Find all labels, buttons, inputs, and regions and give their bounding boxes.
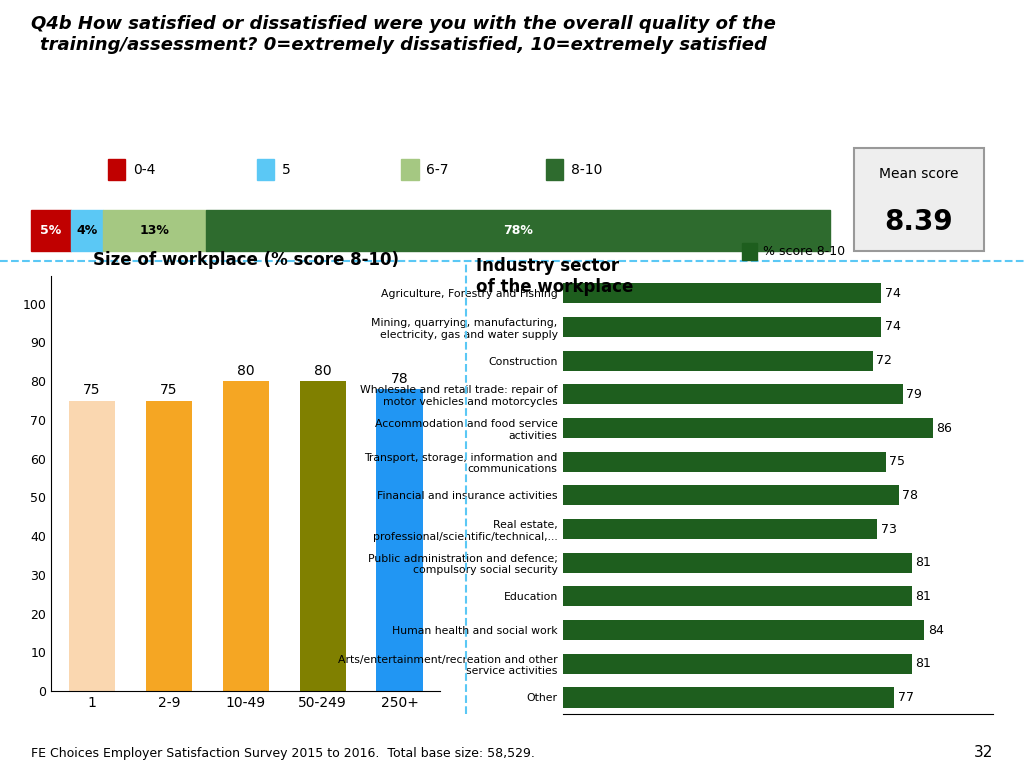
Text: 74: 74: [885, 286, 901, 300]
Bar: [257, 159, 274, 180]
Bar: [377, 389, 423, 691]
Text: 74: 74: [885, 320, 901, 333]
Text: 80: 80: [313, 364, 332, 378]
Bar: [102, 210, 207, 251]
Text: 75: 75: [160, 383, 177, 397]
Bar: [563, 654, 911, 674]
Text: 5%: 5%: [40, 224, 61, 237]
Text: 8.39: 8.39: [885, 208, 953, 237]
Text: 13%: 13%: [139, 224, 170, 237]
Text: 81: 81: [915, 590, 931, 603]
Text: 0-4: 0-4: [133, 163, 155, 177]
Bar: [563, 586, 911, 607]
Bar: [563, 317, 882, 337]
Text: 72: 72: [877, 354, 892, 367]
Bar: [401, 159, 419, 180]
Text: 4%: 4%: [76, 224, 97, 237]
Text: 77: 77: [898, 691, 913, 704]
Bar: [563, 452, 886, 472]
Text: 32: 32: [974, 745, 993, 760]
Bar: [563, 620, 925, 641]
Text: 78: 78: [902, 489, 919, 502]
Bar: [563, 553, 911, 573]
Bar: [563, 485, 899, 505]
Text: 86: 86: [937, 422, 952, 435]
Bar: [546, 159, 563, 180]
Text: 78: 78: [391, 372, 409, 386]
Bar: [108, 159, 125, 180]
Text: 79: 79: [906, 388, 923, 401]
Text: 73: 73: [881, 522, 896, 535]
Bar: [145, 400, 191, 691]
Bar: [563, 519, 878, 539]
Bar: [222, 381, 269, 691]
Text: 6-7: 6-7: [426, 163, 449, 177]
Text: % score 8-10: % score 8-10: [763, 245, 845, 257]
Bar: [300, 381, 346, 691]
Text: 81: 81: [915, 657, 931, 670]
Bar: [71, 210, 102, 251]
Bar: [563, 350, 872, 371]
Text: 84: 84: [928, 624, 944, 637]
Bar: [207, 210, 829, 251]
Text: 80: 80: [237, 364, 255, 378]
Text: Industry sector
of the workplace: Industry sector of the workplace: [476, 257, 634, 296]
Text: 8-10: 8-10: [570, 163, 602, 177]
Text: FE Choices Employer Satisfaction Survey 2015 to 2016.  Total base size: 58,529.: FE Choices Employer Satisfaction Survey …: [31, 747, 535, 760]
Text: 81: 81: [915, 556, 931, 569]
Text: 5: 5: [282, 163, 291, 177]
Bar: [69, 400, 115, 691]
FancyBboxPatch shape: [854, 148, 984, 251]
Title: Size of workplace (% score 8-10): Size of workplace (% score 8-10): [93, 251, 398, 270]
Bar: [563, 384, 903, 405]
Text: Q4b How satisfied or dissatisfied were you with the overall quality of the
train: Q4b How satisfied or dissatisfied were y…: [31, 15, 775, 55]
Text: 75: 75: [889, 455, 905, 468]
Bar: [563, 418, 933, 438]
Bar: [563, 687, 894, 707]
Text: Mean score: Mean score: [879, 167, 958, 181]
Bar: [31, 210, 71, 251]
Text: 78%: 78%: [503, 224, 534, 237]
Bar: [563, 283, 882, 303]
Text: 75: 75: [83, 383, 100, 397]
